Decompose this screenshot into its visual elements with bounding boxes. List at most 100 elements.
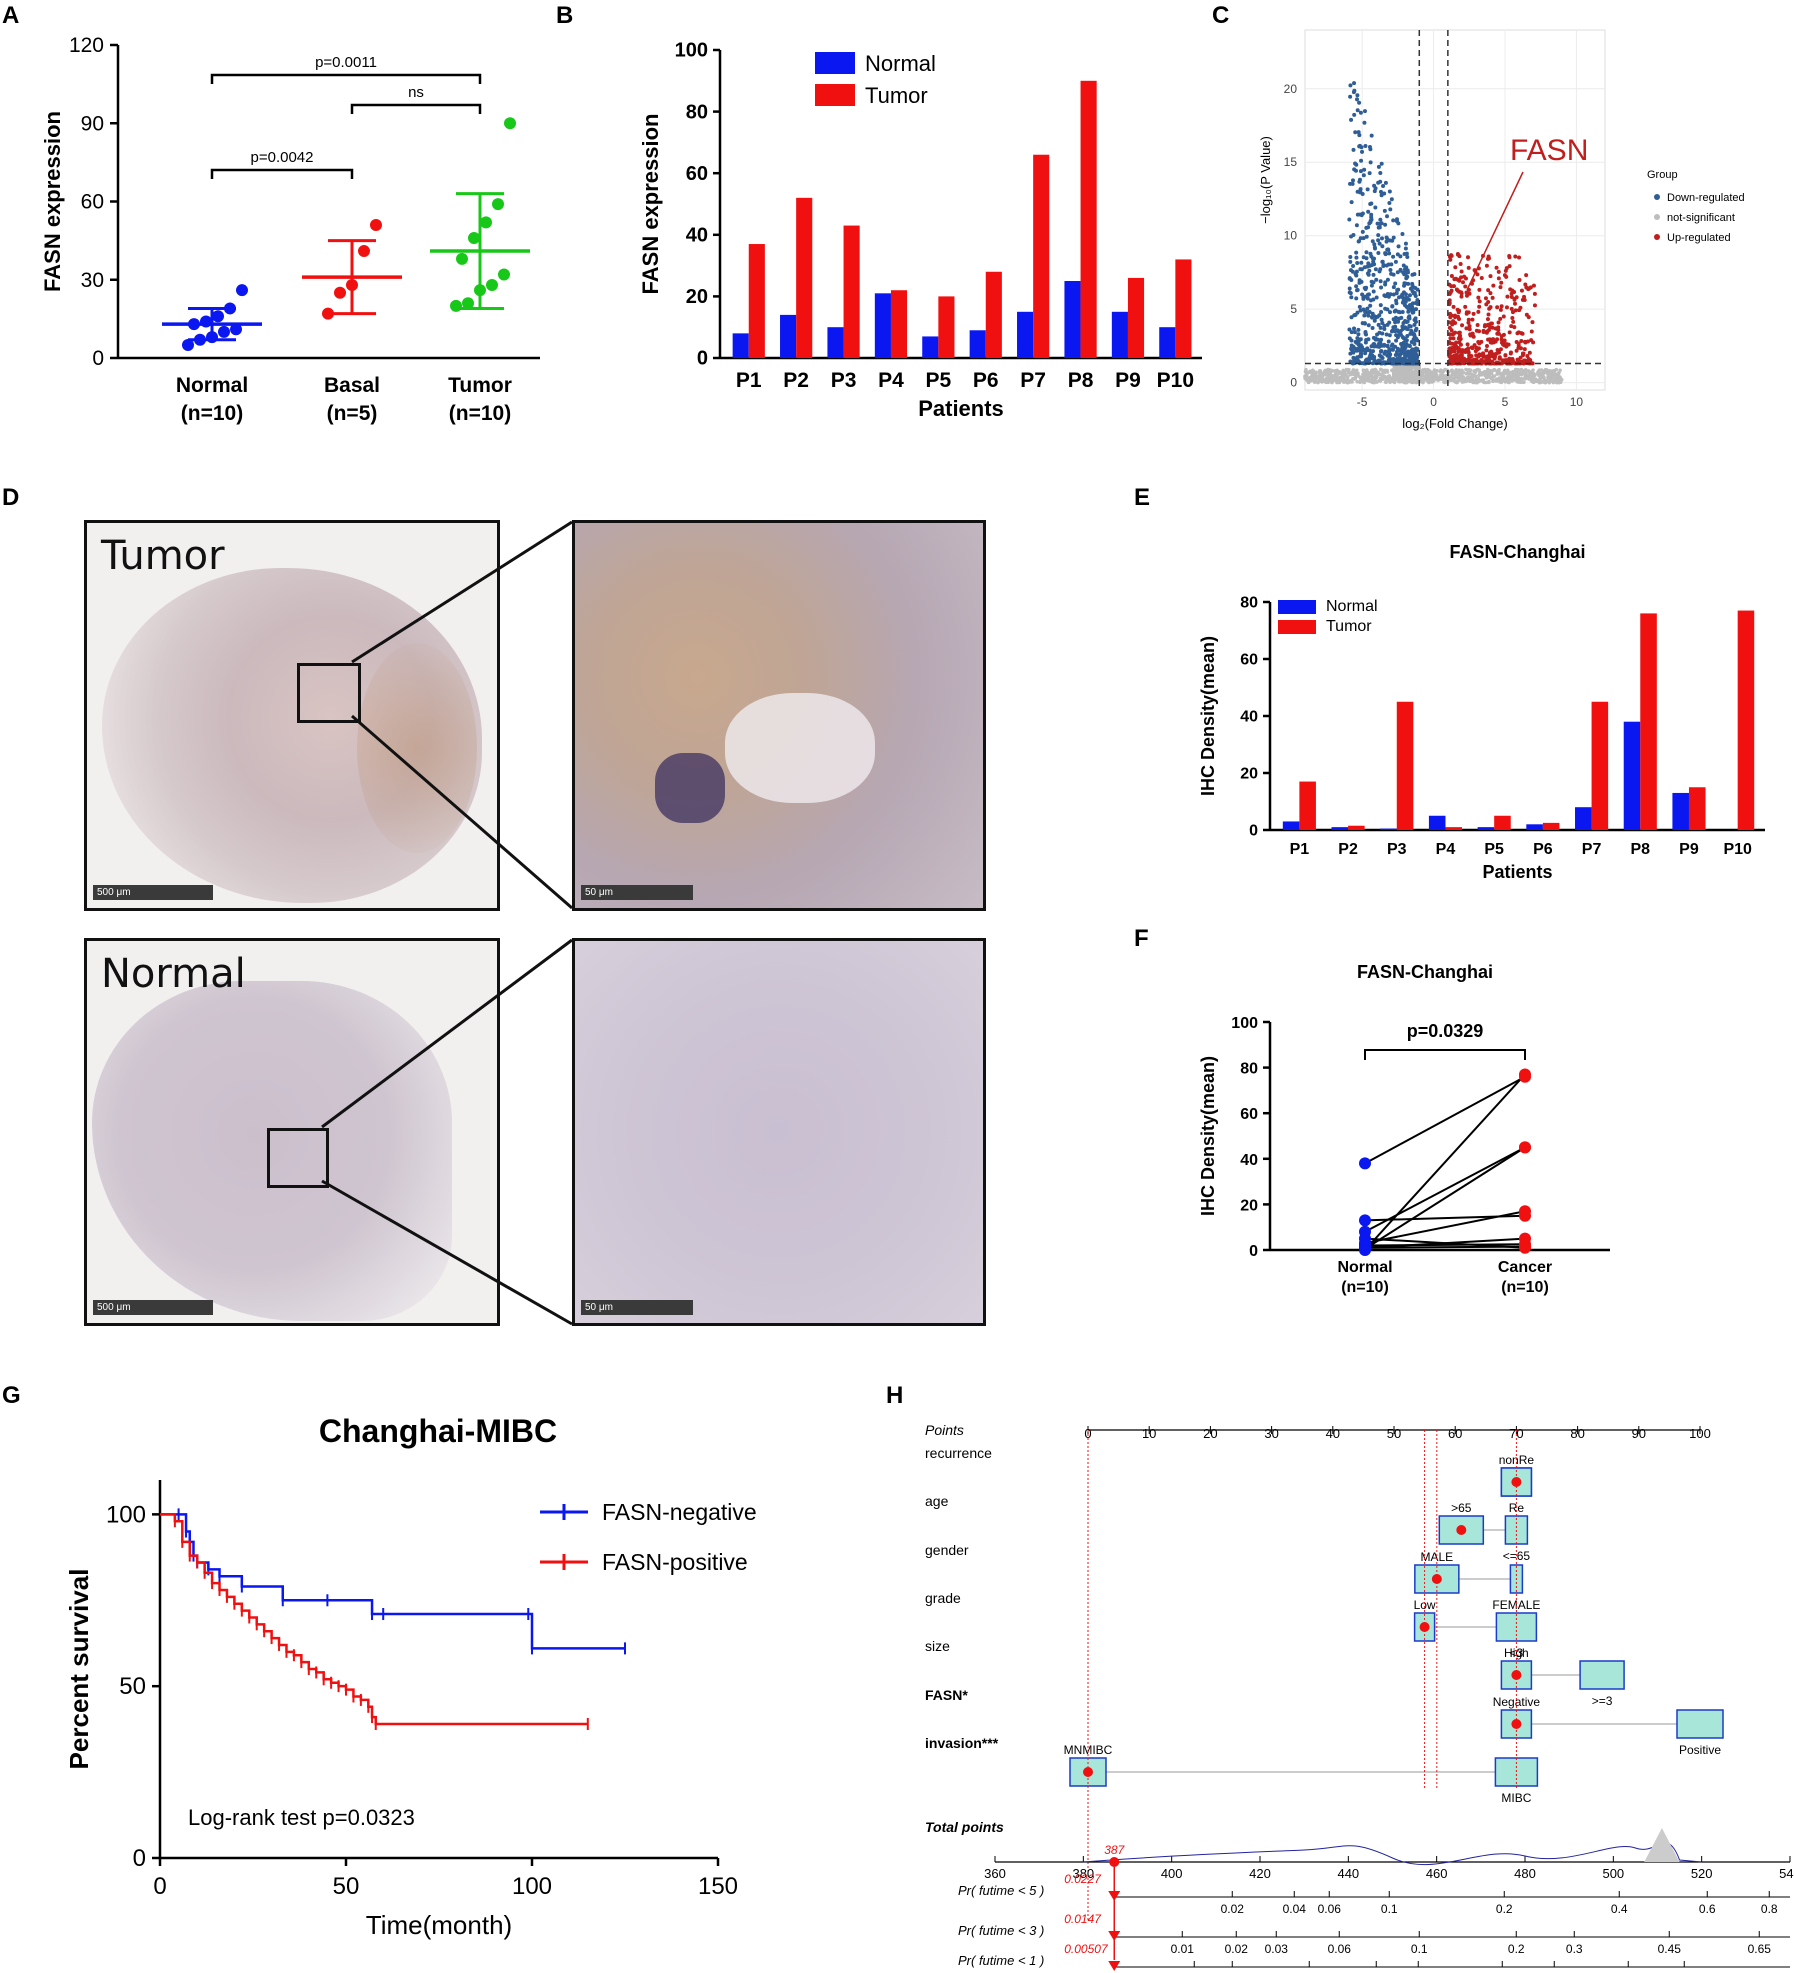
point-down-regulated <box>1352 358 1357 363</box>
point-up-regulated <box>1456 336 1461 341</box>
y-axis-label: FASN expression <box>638 114 663 295</box>
point-up-regulated <box>1457 348 1462 353</box>
points-tick-label: 40 <box>1326 1426 1340 1441</box>
point-down-regulated <box>1374 295 1379 300</box>
tumor-zoom-image: 50 μm <box>572 520 986 911</box>
point-down-regulated <box>1385 353 1390 358</box>
point-down-regulated <box>1402 252 1407 257</box>
category-label: P6 <box>1533 841 1553 858</box>
probability-tick-label: 0.03 <box>1265 1942 1289 1956</box>
point-down-regulated <box>1385 277 1390 282</box>
point-up-regulated <box>1487 337 1492 342</box>
y-tick-label: 100 <box>675 40 708 62</box>
point-not-significant <box>1559 377 1563 381</box>
point-not-significant <box>1468 368 1473 373</box>
point-down-regulated <box>1347 286 1352 291</box>
y-tick-label: 60 <box>1240 1106 1258 1123</box>
probability-tick-label: 0.02 <box>1225 1942 1249 1956</box>
point-not-significant <box>1356 371 1360 376</box>
point-up-regulated <box>1517 308 1522 313</box>
bar-normal <box>732 333 749 358</box>
point-not-significant <box>1467 375 1472 380</box>
point-up-regulated <box>1472 343 1477 348</box>
y-axis-label: −log₁₀(P Value) <box>1258 136 1273 224</box>
point-up-regulated <box>1517 277 1522 282</box>
point-down-regulated <box>1367 144 1372 149</box>
point-not-significant <box>1346 380 1351 385</box>
point-up-regulated <box>1497 356 1502 361</box>
point-up-regulated <box>1449 284 1454 289</box>
probability-row-label: Pr( futime < 3 ) <box>958 1923 1044 1938</box>
point-down-regulated <box>1372 245 1377 250</box>
point-down-regulated <box>1378 217 1383 222</box>
point-not-significant <box>1497 367 1501 372</box>
point-down-regulated <box>1360 229 1365 234</box>
point-not-significant <box>1473 374 1478 378</box>
category-label: P1 <box>1290 841 1310 858</box>
point-down-regulated <box>1364 250 1369 255</box>
point-up-regulated <box>1515 357 1520 362</box>
point-down-regulated <box>1407 316 1412 321</box>
point-down-regulated <box>1368 351 1373 356</box>
panel-g-survival-curve: Changhai-MIBC 0 50 100 0 50 100 150 Time(month) P… <box>64 1413 757 1940</box>
point-up-regulated <box>1532 303 1537 308</box>
point-down-regulated <box>1362 120 1367 125</box>
point-up-regulated <box>1503 353 1508 358</box>
point-down-regulated <box>1366 209 1371 214</box>
point-not-significant <box>1368 379 1373 384</box>
point-down-regulated <box>1383 222 1388 227</box>
point-down-regulated <box>1415 347 1420 352</box>
point-up-regulated <box>1484 263 1489 268</box>
point-not-significant <box>1499 380 1504 385</box>
point-not-significant <box>1356 374 1361 378</box>
point-up-regulated <box>1451 336 1456 341</box>
bar-normal <box>827 327 844 358</box>
bar-tumor <box>1542 822 1560 830</box>
point-up-regulated <box>1470 346 1475 351</box>
normal-point <box>1359 1244 1371 1256</box>
nomogram-box <box>1579 1660 1625 1690</box>
legend-marker <box>1654 214 1660 220</box>
point-down-regulated <box>1373 315 1378 320</box>
category-label: Cancer <box>1498 1259 1552 1276</box>
legend-label: Down-regulated <box>1667 192 1745 204</box>
point-up-regulated <box>1452 346 1457 351</box>
point-up-regulated <box>1448 336 1453 341</box>
point-up-regulated <box>1496 328 1501 333</box>
point-down-regulated <box>1407 344 1412 349</box>
significance-label: p=0.0329 <box>1407 1021 1484 1041</box>
point-down-regulated <box>1354 250 1359 255</box>
point-up-regulated <box>1514 348 1519 353</box>
point-up-regulated <box>1476 295 1481 300</box>
panel-e-bar-chart: FASN-Changhai 0 20 40 60 80 IHC Density(mean) P… <box>1198 542 1765 882</box>
point-down-regulated <box>1363 331 1368 336</box>
point-down-regulated <box>1377 225 1382 230</box>
data-point <box>236 284 248 297</box>
density-peak <box>1644 1828 1680 1862</box>
bar-normal <box>1623 721 1641 830</box>
fasn-callout-line <box>1466 171 1524 291</box>
point-down-regulated <box>1364 234 1369 239</box>
point-not-significant <box>1319 379 1323 383</box>
point-up-regulated <box>1527 286 1532 291</box>
point-up-regulated <box>1457 254 1462 259</box>
point-down-regulated <box>1357 304 1362 309</box>
point-up-regulated <box>1449 349 1454 354</box>
y-tick-label: 20 <box>1284 82 1298 96</box>
x-axis-label: log₂(Fold Change) <box>1402 416 1508 431</box>
point-down-regulated <box>1412 322 1417 327</box>
point-up-regulated <box>1483 296 1488 301</box>
point-down-regulated <box>1397 316 1402 321</box>
significance-bracket <box>210 168 354 179</box>
point-down-regulated <box>1390 304 1395 309</box>
point-down-regulated <box>1414 326 1419 331</box>
point-up-regulated <box>1492 356 1497 361</box>
point-up-regulated <box>1447 346 1452 351</box>
group-label: Tumor <box>448 374 512 397</box>
points-tick-label: 50 <box>1387 1426 1401 1441</box>
point-up-regulated <box>1468 358 1473 363</box>
point-down-regulated <box>1404 265 1409 270</box>
point-down-regulated <box>1352 81 1357 86</box>
point-not-significant <box>1552 369 1557 374</box>
cancer-point <box>1519 1238 1531 1251</box>
